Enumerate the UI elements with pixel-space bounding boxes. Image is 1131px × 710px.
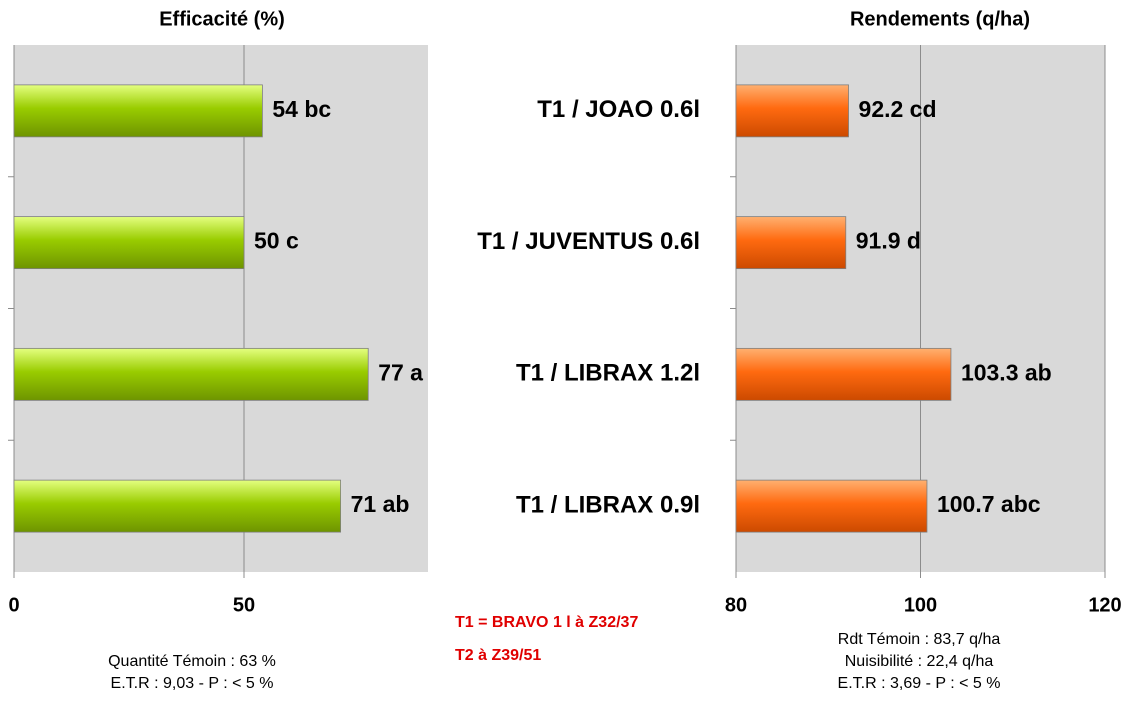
- x-tick-label: 0: [8, 594, 19, 616]
- value-label: 71 ab: [351, 491, 410, 517]
- x-tick-label: 80: [725, 594, 747, 616]
- footnote: E.T.R : 9,03 - P : < 5 %: [111, 675, 274, 692]
- bar: [13, 479, 342, 533]
- value-label: 92.2 cd: [859, 96, 937, 122]
- x-tick-label: 100: [904, 594, 937, 616]
- category-label: T1 / LIBRAX 0.9l: [516, 491, 700, 518]
- category-label: T1 / JOAO 0.6l: [537, 96, 700, 123]
- chart-title: Rendements (q/ha): [850, 8, 1030, 30]
- footnote: Quantité Témoin : 63 %: [108, 653, 276, 670]
- footnote: Rdt Témoin : 83,7 q/ha: [838, 631, 1001, 648]
- value-label: 50 c: [254, 228, 299, 254]
- bar: [735, 347, 952, 401]
- bar: [735, 216, 847, 270]
- treatment-note: T1 = BRAVO 1 l à Z32/37: [455, 614, 638, 631]
- bar: [13, 216, 245, 270]
- treatment-note: T2 à Z39/51: [455, 647, 541, 664]
- value-label: 103.3 ab: [961, 359, 1052, 385]
- category-label: T1 / JUVENTUS 0.6l: [477, 228, 700, 255]
- bar: [13, 347, 369, 401]
- value-label: 54 bc: [272, 96, 331, 122]
- value-label: 100.7 abc: [937, 491, 1041, 517]
- bar: [735, 479, 928, 533]
- x-tick-label: 50: [233, 594, 255, 616]
- footnote: Nuisibilité : 22,4 q/ha: [845, 653, 994, 670]
- chart-title: Efficacité (%): [159, 8, 285, 30]
- category-label: T1 / LIBRAX 1.2l: [516, 360, 700, 387]
- value-label: 77 a: [378, 359, 423, 385]
- bar: [13, 84, 263, 138]
- value-label: 91.9 d: [856, 228, 921, 254]
- bar: [735, 84, 849, 138]
- footnote: E.T.R : 3,69 - P : < 5 %: [838, 675, 1001, 692]
- x-tick-label: 120: [1088, 594, 1121, 616]
